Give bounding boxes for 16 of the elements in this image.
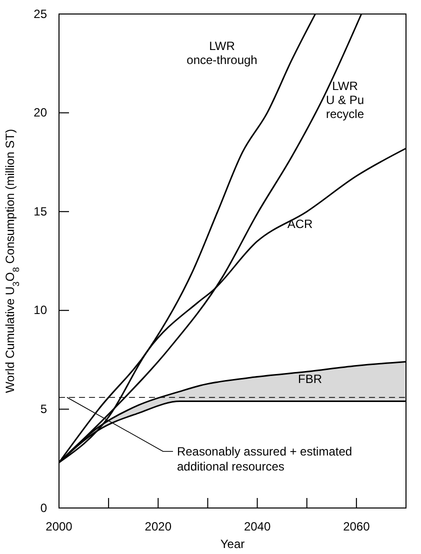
x-tick-label: 2000 [46, 520, 73, 534]
x-axis-title: Year [220, 537, 245, 551]
y-tick-label: 5 [40, 402, 48, 416]
y-tick-label: 15 [34, 204, 48, 218]
y-tick-label: 10 [34, 303, 48, 318]
y-tick-label: 25 [34, 6, 48, 21]
y-tick-label: 0 [40, 500, 48, 515]
series-label: ACR [287, 217, 313, 231]
y-tick-label: 20 [34, 106, 48, 120]
x-tick-label: 2020 [144, 520, 172, 534]
text: LWR once-through [186, 39, 258, 67]
series-label: FBR [298, 372, 322, 386]
series-label: LWR U & Pu recycle [326, 79, 364, 121]
ref-line-label: Reasonably assured + estimated additional resources [176, 444, 352, 474]
x-tick-label: 2060 [343, 520, 370, 534]
x-tick-label: 2040 [244, 520, 271, 534]
